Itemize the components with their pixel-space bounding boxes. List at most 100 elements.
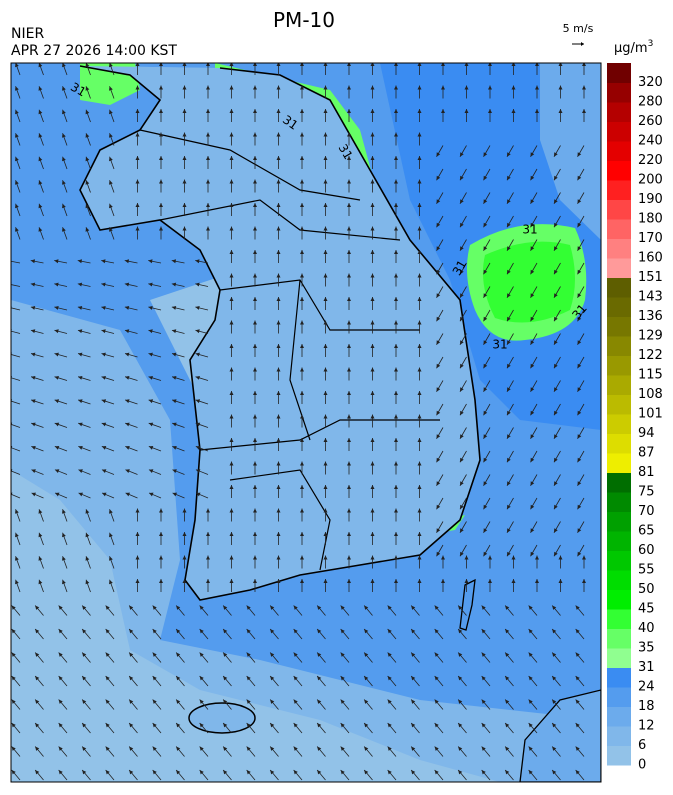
wind-arrow-head <box>55 492 60 497</box>
wind-arrow-head <box>323 579 328 583</box>
wind-arrow-head <box>229 156 234 160</box>
colorbar-label: 101 <box>638 407 663 422</box>
wind-arrow-head <box>82 723 87 728</box>
wind-arrow-head <box>11 629 16 634</box>
wind-arrow-head <box>417 579 422 583</box>
wind-arrow-head <box>105 723 110 728</box>
wind-arrow-head <box>483 481 488 486</box>
wind-arrow-head <box>101 329 106 334</box>
wind-arrow-head <box>323 461 328 466</box>
wind-arrow-head <box>552 723 557 728</box>
wind-arrow-head <box>458 676 463 681</box>
wind-arrow-head <box>276 344 281 348</box>
wind-arrow-head <box>182 203 187 207</box>
colorbar-cell <box>607 219 631 239</box>
colorbar-cell <box>607 589 631 610</box>
wind-arrow-head <box>229 226 234 231</box>
colorbar-cell <box>607 355 631 376</box>
wind-arrow-head <box>323 109 328 113</box>
wind-arrow-head <box>575 699 580 704</box>
colorbar-label: 24 <box>638 680 655 695</box>
wind-arrow-head <box>253 344 257 348</box>
wind-arrow-head <box>54 399 60 404</box>
wind-arrow-head <box>300 297 304 301</box>
wind-arrow-head <box>460 199 464 204</box>
wind-arrow-head <box>317 605 322 610</box>
wind-arrow-head <box>411 699 416 704</box>
wind-arrow-head <box>394 344 398 348</box>
wind-arrow-head <box>530 410 535 416</box>
wind-arrow-head <box>575 746 580 751</box>
wind-arrow-head <box>253 226 257 231</box>
wind-arrow-head <box>109 156 113 162</box>
wind-arrow-head <box>195 469 201 474</box>
wind-arrow-head <box>30 329 36 334</box>
wind-arrow-head <box>387 652 392 657</box>
wind-arrow-head <box>300 438 304 442</box>
wind-arrow-head <box>340 699 345 704</box>
wind-arrow-head <box>387 699 392 704</box>
wind-arrow-head <box>229 297 234 301</box>
wind-arrow-head <box>370 391 375 395</box>
ne-sea <box>540 63 601 240</box>
wind-arrow-head <box>182 226 187 231</box>
wind-arrow-head <box>460 269 464 275</box>
wind-arrow-head <box>101 375 106 380</box>
wind-arrow-head <box>270 770 275 775</box>
wind-arrow-head <box>394 179 398 184</box>
wind-arrow-head <box>370 532 375 536</box>
wind-arrow-head <box>535 109 539 113</box>
wind-arrow-head <box>483 293 488 298</box>
wind-arrow-head <box>535 85 539 90</box>
wind-arrow-head <box>246 676 251 681</box>
wind-arrow-head <box>460 363 464 369</box>
wind-arrow-head <box>483 551 488 557</box>
wind-arrow-head <box>507 175 511 181</box>
wind-arrow-head <box>323 273 328 278</box>
wind-arrow-head <box>417 63 422 66</box>
wind-arrow-head <box>54 422 60 427</box>
wind-arrow-head <box>78 492 83 497</box>
wind-arrow-head <box>394 438 398 442</box>
wind-arrow-head <box>505 746 510 751</box>
wind-arrow-head <box>176 629 181 634</box>
wind-arrow-head <box>552 770 557 775</box>
wind-arrow-head <box>347 273 351 278</box>
wind-arrow-head <box>223 629 228 634</box>
wind-arrow-head <box>31 469 36 474</box>
wind-arrow-head <box>436 293 441 298</box>
wind-arrow-head <box>554 528 558 533</box>
wind-arrow-head <box>436 387 441 392</box>
wind-arrow-head <box>38 203 43 209</box>
wind-arrow-head <box>229 109 234 113</box>
wind-arrow-head <box>293 629 298 634</box>
wind-arrow-head <box>347 179 351 184</box>
japan <box>519 689 601 782</box>
wind-arrow-head <box>129 723 134 728</box>
wind-arrow-head <box>323 226 328 231</box>
wind-arrow-head <box>11 676 16 681</box>
wind-arrow-head <box>135 226 140 231</box>
wind-arrow-head <box>35 723 40 728</box>
wind-arrow-head <box>85 532 90 538</box>
wind-arrow-head <box>528 723 533 728</box>
wind-arrow-head <box>347 414 351 419</box>
contour-label: 31 <box>68 80 88 100</box>
wind-arrow-head <box>530 387 535 392</box>
wind-arrow-head <box>35 652 40 657</box>
colorbar-label: 115 <box>638 368 663 383</box>
wind-arrow-head <box>54 259 59 264</box>
wind-arrow-head <box>387 629 392 634</box>
wind-arrow-head <box>577 504 582 510</box>
wind-arrow-head <box>171 282 177 287</box>
wind-arrow-head <box>577 175 582 181</box>
colorbar-label: 6 <box>638 738 646 753</box>
wind-arrow-head <box>582 579 586 583</box>
colorbar-label: 87 <box>638 446 655 461</box>
wind-arrow-head <box>464 109 469 113</box>
wind-arrow <box>11 423 21 428</box>
wind-arrow-head <box>417 532 422 536</box>
wind-arrow-head <box>394 63 398 66</box>
wind-arrow-head <box>505 699 510 704</box>
